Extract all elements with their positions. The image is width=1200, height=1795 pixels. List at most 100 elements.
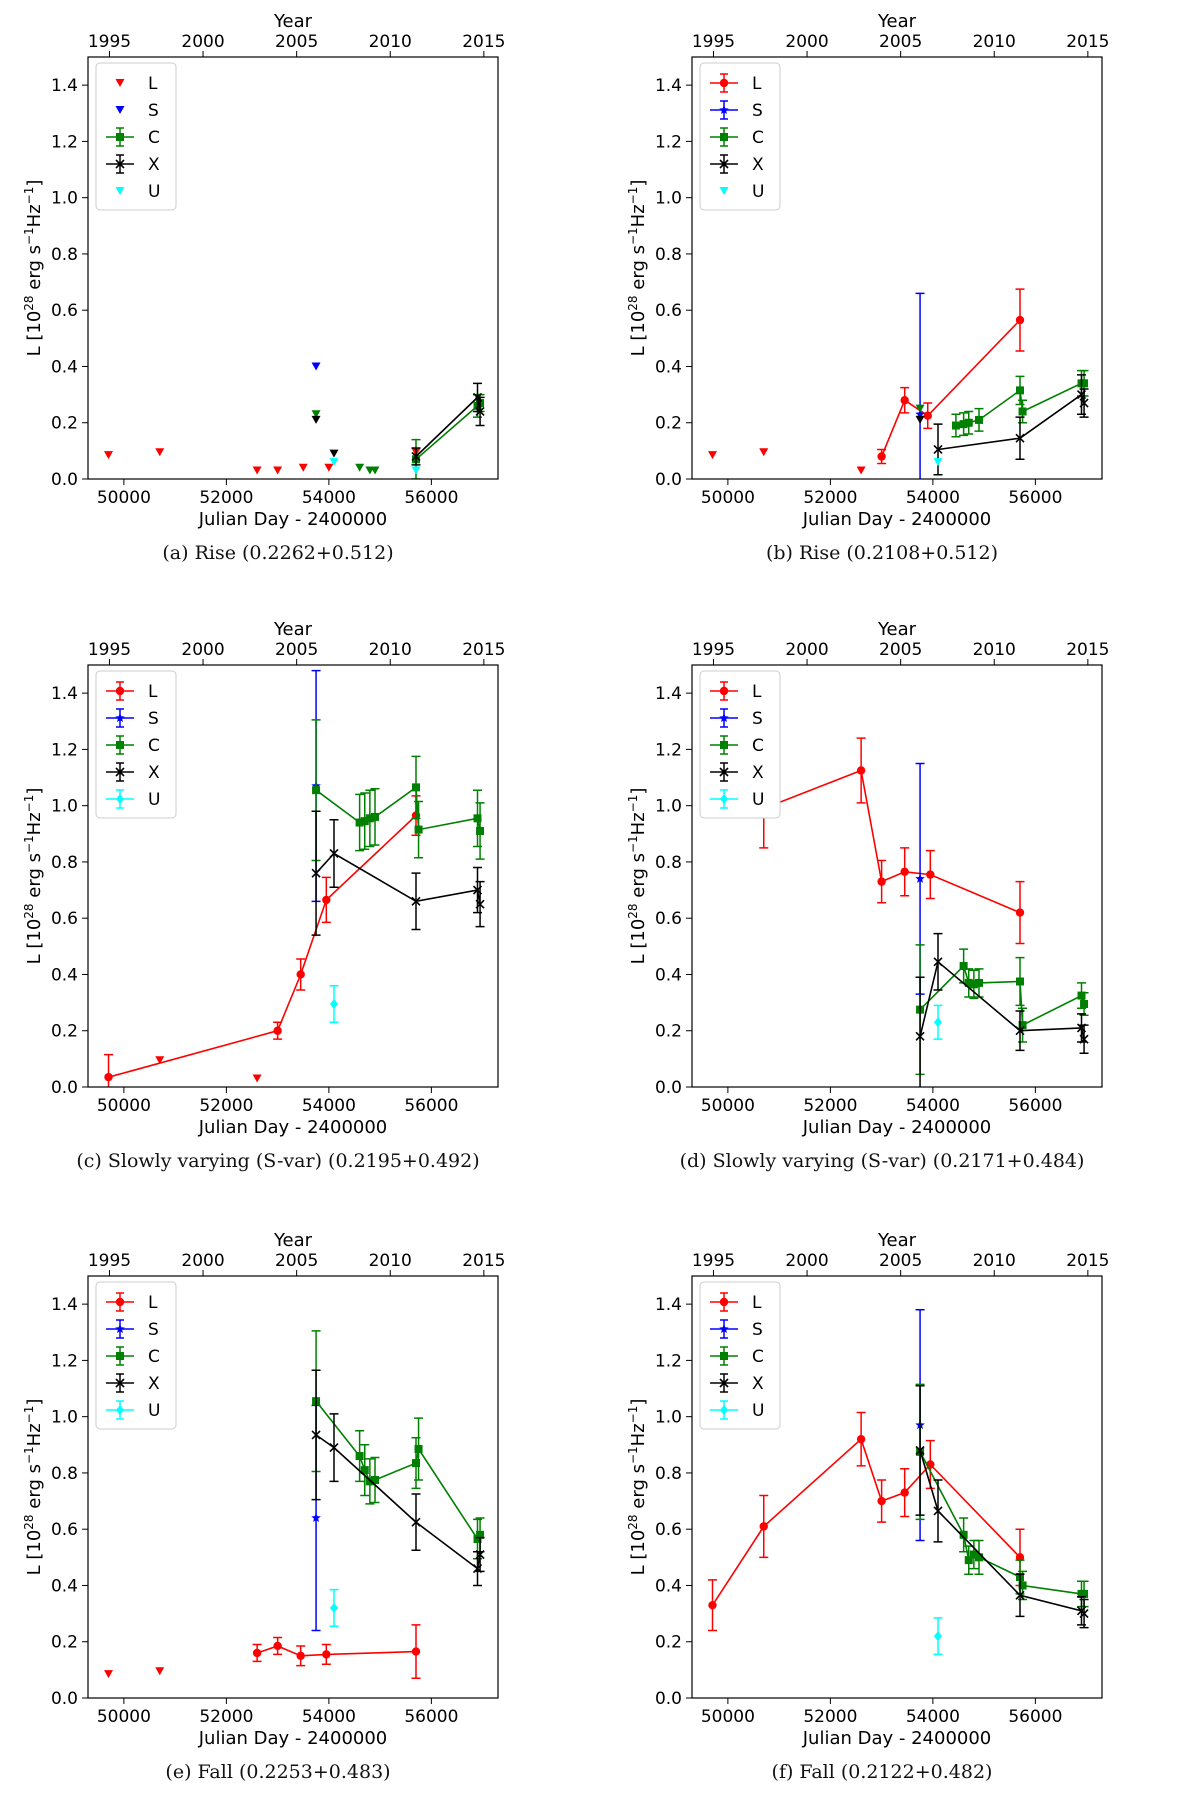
y-tick-label: 1.2 [655,1351,682,1371]
data-layer [104,1330,485,1680]
top-tick-label: 2005 [275,1251,318,1271]
legend-entry-U: U [106,1400,160,1421]
chart-panel-e: 50000 52000 54000 56000 0.0 0.2 0.4 0.6 0.8 1.0 1.… [22,1230,505,1783]
x-axis-label: Julian Day - 2400000 [802,509,992,530]
data-point-C [951,421,960,430]
data-point-C [1016,386,1024,395]
data-point-L [708,1600,717,1610]
data-point-C [371,1475,379,1484]
top-tick-label: 1995 [692,640,735,660]
data-point-C [959,962,968,971]
data-point-L [322,895,331,905]
top-tick-label: 2000 [785,32,828,52]
y-tick-label: 1.4 [655,76,682,96]
x-tick-label: 50000 [97,488,151,508]
data-point-C [959,1530,968,1539]
x-axis-label: Julian Day - 2400000 [802,1117,992,1138]
y-tick-label: 1.4 [655,684,682,704]
series-L [104,795,421,1087]
y-tick-label: 0.2 [655,1633,682,1653]
top-tick-label: 1995 [88,640,131,660]
y-tick-label: 0.2 [655,1022,682,1042]
data-point-U [330,1602,338,1613]
legend-entry-S: S [710,708,763,729]
series-L [708,1411,1025,1632]
y-axis-label: L [1028 erg s−1Hz−1] [626,1399,649,1576]
data-point-L [900,867,909,876]
x-tick-label: 50000 [97,1707,151,1727]
data-point-X [933,957,943,967]
data-point-C [473,814,482,823]
legend-label-X: X [148,1374,160,1394]
data-point-X [1015,1590,1025,1600]
series-X [311,810,485,936]
data-point-L [1015,908,1025,917]
data-point-C [1016,977,1024,986]
legend-entry-U: U [115,182,160,202]
data-point-U [934,1631,942,1642]
series-U [933,1617,943,1656]
data-point-X [311,1430,321,1440]
data-point-C [964,418,973,427]
x-tick-label: 52000 [803,1096,857,1116]
top-tick-label: 2000 [181,1251,224,1271]
legend-label-X: X [148,763,160,783]
data-point-X [1015,1026,1025,1036]
top-tick-label: 1995 [88,32,131,52]
series-line-L [711,1437,1021,1606]
top-tick-label: 2005 [879,640,922,660]
data-point-L [877,1496,886,1506]
legend-entry-S: S [710,1319,763,1340]
x-tick-label: 56000 [404,1096,458,1116]
y-tick-label: 0.8 [655,853,682,873]
legend-marker-C [720,1352,728,1360]
series-line-X [315,852,481,905]
x-tick-label: 54000 [302,488,356,508]
legend-label-L: L [752,74,762,94]
legend-marker-L [115,686,125,696]
series-S [915,292,925,479]
y-tick-label: 1.2 [51,1351,78,1371]
data-point-L [759,1522,768,1531]
data-point-X [475,1549,485,1560]
upper-limit-L [155,1056,165,1065]
data-point-U [934,1017,942,1028]
top-tick-label: 2000 [785,1251,828,1271]
series-C [915,944,1089,1076]
series-C [311,719,485,862]
series-C [915,1383,1089,1608]
data-point-X [933,444,943,455]
y-axis-label: L [1028 erg s−1Hz−1] [626,180,649,357]
y-tick-label: 0.0 [51,470,78,490]
series-S [311,362,321,371]
y-tick-label: 1.4 [51,1295,78,1315]
legend-marker-X [719,1378,729,1388]
data-point-X [329,1443,339,1453]
legend-entry-U: U [719,182,764,202]
series-X [311,1369,485,1587]
y-tick-label: 0.6 [51,301,78,321]
legend-marker-X [115,1378,125,1388]
data-point-L [856,1434,866,1444]
legend-entry-L: L [106,681,158,702]
upper-limit-C [370,466,380,475]
top-tick-label: 1995 [88,1251,131,1271]
legend-label-L: L [752,1293,762,1313]
x-tick-label: 56000 [1008,1707,1062,1727]
x-tick-label: 56000 [1008,1096,1062,1116]
series-line-C [315,1400,481,1541]
data-point-L [252,1648,262,1658]
legend-marker-S [115,713,125,723]
series-line-C [415,402,481,460]
x-tick-label: 50000 [97,1096,151,1116]
data-point-C [476,1530,485,1539]
y-tick-label: 0.2 [51,1022,78,1042]
series-C [915,369,1089,438]
x-axis-label: Julian Day - 2400000 [802,1728,992,1749]
data-point-X [475,899,485,909]
legend-marker-C [720,741,728,749]
y-tick-label: 1.2 [655,132,682,152]
